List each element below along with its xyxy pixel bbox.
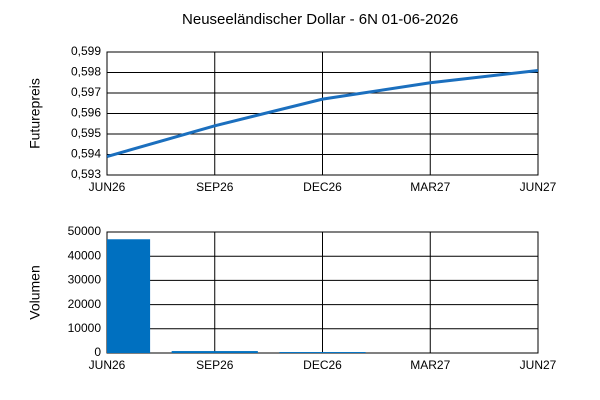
plot-area — [107, 68, 538, 158]
y-tick-label: 0,594 — [71, 147, 101, 161]
x-tick-label: SEP26 — [196, 180, 234, 194]
x-tick-label: SEP26 — [196, 358, 234, 372]
chart-title: Neuseeländischer Dollar - 6N — [182, 11, 378, 28]
x-tick-label: MAR27 — [410, 358, 450, 372]
y-tick-label: 0,595 — [71, 126, 101, 140]
x-tick-label: JUN26 — [89, 180, 126, 194]
y-tick-label: 30000 — [68, 273, 102, 287]
chart-subtitle: 01-06-2026 — [382, 11, 459, 28]
y-tick-label: 0,597 — [71, 85, 101, 99]
x-tick-label: DEC26 — [303, 358, 342, 372]
y-tick-label: 0 — [94, 345, 101, 359]
y-axis-title: Volumen — [27, 265, 43, 319]
y-tick-label: 0,599 — [71, 44, 101, 58]
y-tick-label: 40000 — [68, 248, 102, 262]
line — [107, 68, 538, 158]
x-tick-label: JUN26 — [89, 358, 126, 372]
y-tick-label: 0,598 — [71, 65, 101, 79]
y-axis-title: Futurepreis — [27, 78, 43, 149]
bar — [171, 351, 258, 353]
bar — [279, 352, 366, 353]
y-tick-label: 0,593 — [71, 167, 101, 181]
bar — [107, 239, 151, 353]
plot-border — [106, 51, 539, 176]
x-tick-label: MAR27 — [410, 180, 450, 194]
plot-area — [107, 239, 366, 353]
y-tick-label: 0,596 — [71, 106, 101, 120]
x-tick-label: JUN27 — [520, 358, 557, 372]
x-tick-label: DEC26 — [303, 180, 342, 194]
y-tick-label: 50000 — [68, 224, 102, 238]
y-tick-label: 20000 — [68, 297, 102, 311]
y-tick-label: 10000 — [68, 321, 102, 335]
x-tick-label: JUN27 — [520, 180, 557, 194]
